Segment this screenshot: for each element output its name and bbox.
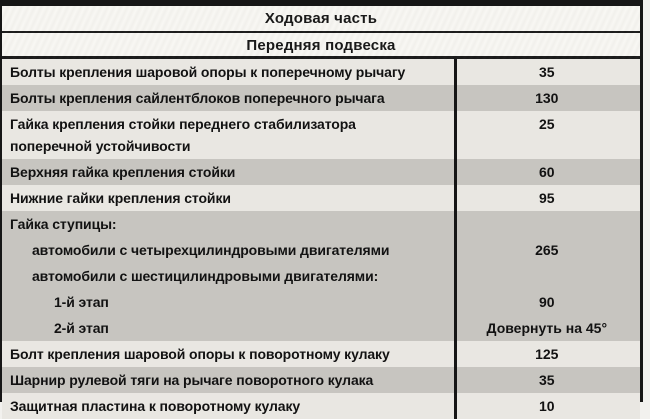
table-row: 2-й этап Довернуть на 45°: [2, 315, 640, 341]
table-row: Шарнир рулевой тяги на рычаге поворотног…: [2, 367, 640, 393]
row-label: Верхняя гайка крепления стойки: [10, 164, 236, 180]
row-value: 10: [538, 398, 555, 414]
row-label: Шарнир рулевой тяги на рычаге поворотног…: [10, 372, 374, 388]
row-label: Болт крепления шаровой опоры к поворотно…: [10, 346, 390, 362]
table-row: Нижние гайки крепления стойки 95: [2, 185, 640, 211]
table-row: автомобили с четырехцилиндровыми двигате…: [2, 237, 640, 263]
table-row: Болты крепления сайлентблоков поперечног…: [2, 85, 640, 111]
table-row: Гайка ступицы:: [2, 211, 640, 237]
row-label: Нижние гайки крепления стойки: [10, 190, 231, 206]
row-value: 125: [535, 346, 559, 362]
row-label: Гайка ступицы:: [10, 216, 117, 232]
row-value: [454, 263, 640, 289]
table-row: Верхняя гайка крепления стойки 60: [2, 159, 640, 185]
row-label: 2-й этап: [54, 320, 109, 336]
table-row: автомобили с шестицилиндровыми двигателя…: [2, 263, 640, 289]
row-value: 35: [538, 372, 555, 388]
row-value: 60: [538, 164, 555, 180]
row-value: 90: [539, 294, 555, 310]
section-header: Ходовая часть: [2, 6, 640, 33]
table-row: 1-й этап 90: [2, 289, 640, 315]
row-value: Довернуть на 45°: [486, 320, 608, 336]
row-label: 1-й этап: [54, 294, 109, 310]
row-value: 265: [535, 242, 559, 258]
table-body: Болты крепления шаровой опоры к поперечн…: [2, 59, 640, 419]
row-label: Гайка крепления стойки переднего стабили…: [10, 116, 356, 154]
table-row: Болты крепления шаровой опоры к поперечн…: [2, 59, 640, 85]
table-row: Защитная пластина к поворотному кулаку 10: [2, 393, 640, 419]
row-label: Болты крепления шаровой опоры к поперечн…: [10, 64, 406, 80]
row-label: Защитная пластина к поворотному кулаку: [10, 398, 301, 414]
row-value: 130: [535, 90, 559, 106]
row-value: 35: [538, 64, 555, 80]
row-label: автомобили с четырехцилиндровыми двигате…: [32, 242, 390, 258]
row-label: Болты крепления сайлентблоков поперечног…: [10, 90, 385, 106]
row-value: 95: [538, 190, 555, 206]
row-value: [454, 211, 640, 237]
row-value: 25: [538, 116, 555, 132]
table-row: Гайка крепления стойки переднего стабили…: [2, 111, 640, 159]
row-label: автомобили с шестицилиндровыми двигателя…: [32, 268, 379, 284]
table-row: Болт крепления шаровой опоры к поворотно…: [2, 341, 640, 367]
subsection-header: Передняя подвеска: [2, 33, 640, 59]
